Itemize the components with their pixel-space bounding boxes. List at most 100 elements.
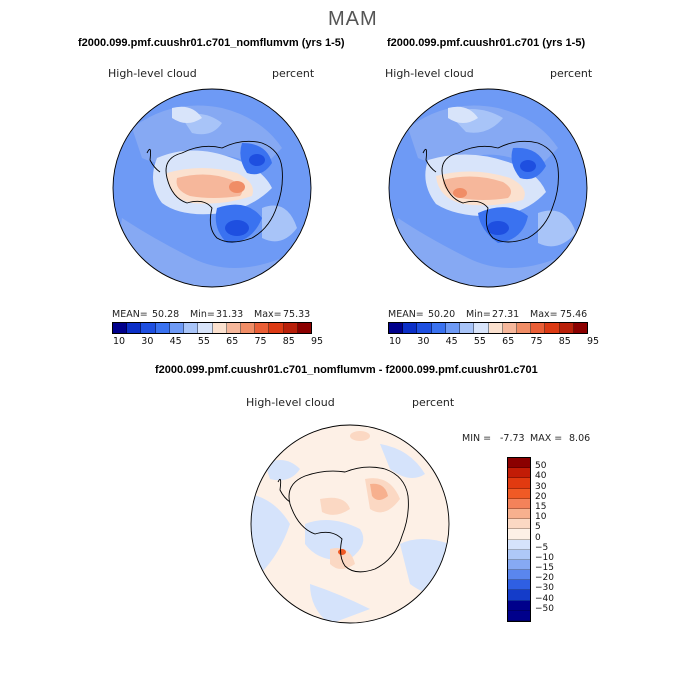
season-title: MAM (328, 8, 378, 30)
left-mean-value: 50.28 (152, 309, 180, 320)
right-max-label: Max= (530, 309, 558, 320)
ticks-left-label: 85 (282, 336, 295, 347)
cb-left-swatch (141, 323, 156, 333)
right-map-low-b-core (487, 221, 509, 235)
ticks-right-label: 75 (530, 336, 543, 347)
cb-left-swatch (127, 323, 142, 333)
cb-left-swatch (255, 323, 270, 333)
diff-map-pos-e (330, 548, 355, 569)
right-map-coastline (422, 140, 559, 243)
diff-map-neg-f (265, 460, 300, 481)
cb-right-swatch (531, 323, 546, 333)
cb-left-swatch (297, 323, 312, 333)
cb-right-swatch (545, 323, 560, 333)
diff-map-max (338, 549, 346, 555)
diff-colorbar-swatch (508, 519, 530, 530)
diff-colorbar-swatch (508, 549, 530, 560)
right-min-label: Min= (466, 309, 491, 320)
cb-left-swatch (226, 323, 241, 333)
diff-max-label: MAX = (530, 433, 563, 444)
diff-map-pos-c (370, 483, 388, 500)
diff-map-neg-c (305, 520, 364, 560)
cb-right-swatch (488, 323, 503, 333)
ticks-left-label: 65 (226, 336, 239, 347)
cb-right-swatch (474, 323, 489, 333)
left-mean-label: MEAN= (112, 309, 148, 320)
ticks-right-label: 30 (417, 336, 430, 347)
left-field-label: High-level cloud (108, 67, 197, 80)
diff-colorbar-swatch (508, 600, 530, 611)
left-map-boundary (112, 88, 312, 288)
ticks-right-label: 10 (389, 336, 402, 347)
diff-units-label: percent (412, 396, 455, 409)
ticks-right-label: 95 (587, 336, 600, 347)
diff-colorbar-swatch (508, 468, 530, 479)
ticks-left-label: 10 (113, 336, 126, 347)
diff-map-pos-a (350, 431, 370, 441)
diff-colorbar-swatch (508, 570, 530, 581)
cb-left-swatch (269, 323, 284, 333)
diff-map-neg-a (251, 494, 290, 584)
right-field-label: High-level cloud (385, 67, 474, 80)
diff-map-coastline (277, 466, 409, 573)
right-map-low-a-core (520, 160, 536, 172)
right-min-value: 27.31 (492, 309, 520, 320)
ticks-right-label: 65 (502, 336, 515, 347)
left-units-label: percent (272, 67, 315, 80)
left-map-blob-g (176, 174, 243, 198)
cb-left-swatch (240, 323, 256, 333)
diff-colorbar-tick-label: −10 (535, 552, 554, 563)
diff-colorbar-swatch (508, 508, 530, 520)
diff-colorbar-tick-label: 5 (535, 522, 541, 533)
right-mean-value: 50.20 (428, 309, 456, 320)
diff-colorbar-tick-label: −15 (535, 563, 554, 574)
right-polar-map (388, 88, 588, 288)
left-map-low-b-core (225, 220, 249, 236)
diff-colorbar-swatch (508, 580, 530, 591)
diff-colorbar-swatch (508, 590, 530, 601)
ticks-left-label: 30 (141, 336, 154, 347)
cb-left-swatch (283, 323, 298, 333)
diff-colorbar-tick-label: −30 (535, 583, 554, 594)
left-min-value: 31.33 (216, 309, 244, 320)
ticks-left-label: 95 (311, 336, 324, 347)
diff-colorbar-swatch (508, 498, 530, 509)
left-map-blob-b (113, 218, 302, 287)
left-polar-map (112, 88, 312, 288)
diff-colorbar-tick-label: 50 (535, 461, 547, 472)
diff-map-pos-d (320, 497, 350, 515)
diff-panel-title: f2000.099.pmf.cuushr01.c701_nomflumvm - … (155, 364, 538, 376)
cb-right-swatch (431, 323, 446, 333)
left-map-low-a-core (249, 154, 265, 166)
cb-left-swatch (184, 323, 199, 333)
cb-right-swatch (445, 323, 461, 333)
diff-map-neg-e (310, 584, 370, 623)
left-map-coastline (146, 140, 283, 243)
ticks-left-label: 55 (197, 336, 210, 347)
diff-field-label: High-level cloud (246, 396, 335, 409)
diff-colorbar-swatch (508, 539, 530, 550)
cb-right-swatch (559, 323, 574, 333)
diff-colorbar-swatch (508, 478, 530, 489)
cb-left-swatch (113, 323, 128, 333)
diff-colorbar-tick-label: −50 (535, 603, 554, 614)
diff-max-value: 8.06 (569, 433, 591, 444)
right-map-max (453, 188, 467, 198)
left-map-blob-h (172, 106, 202, 123)
right-colorbar (388, 322, 588, 334)
diff-colorbar-tick-label: 10 (535, 512, 547, 523)
cb-right-swatch (573, 323, 588, 333)
left-colorbar (112, 322, 312, 334)
ticks-right-label: 45 (445, 336, 458, 347)
diff-colorbar-tick-label: 30 (535, 481, 547, 492)
right-colorbar-ticks: 10 30 45 55 65 75 85 95 (0, 336, 700, 350)
diff-colorbar-tick-label: −5 (535, 542, 549, 553)
ticks-right-label: 85 (558, 336, 571, 347)
diff-colorbar-swatch (508, 559, 530, 571)
diff-colorbar-tick-label: 15 (535, 501, 547, 512)
left-min-label: Min= (190, 309, 215, 320)
ticks-left-label: 75 (254, 336, 267, 347)
left-map-blob-d (262, 205, 297, 242)
left-max-value: 75.33 (283, 309, 311, 320)
diff-colorbar-tick-label: −40 (535, 593, 554, 604)
